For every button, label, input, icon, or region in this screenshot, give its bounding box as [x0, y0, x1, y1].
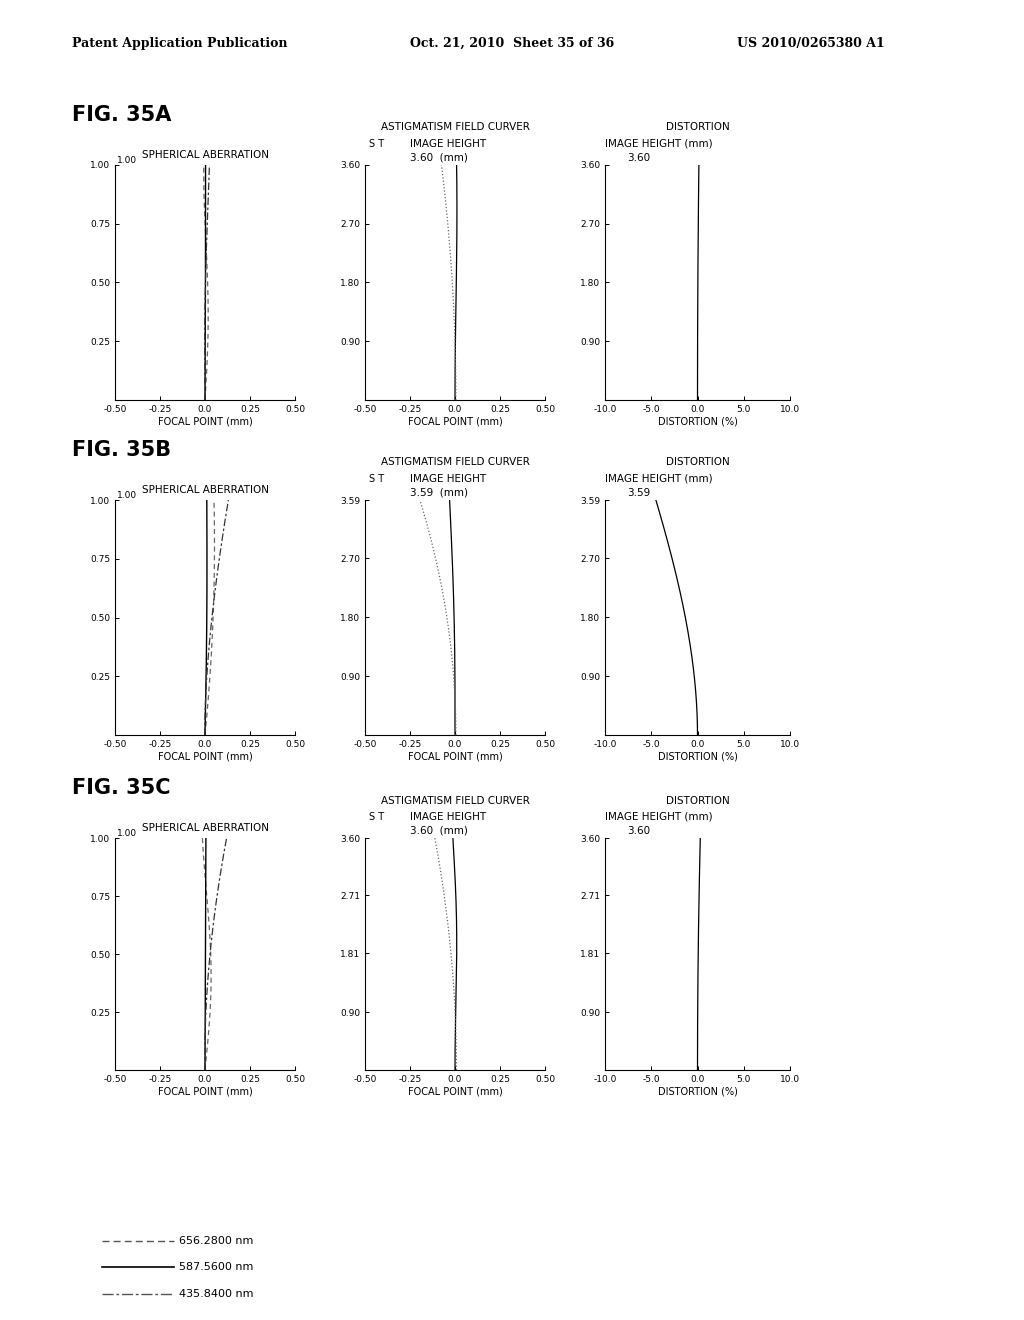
Text: IMAGE HEIGHT (mm): IMAGE HEIGHT (mm) [605, 139, 713, 149]
Text: 587.5600 nm: 587.5600 nm [179, 1262, 254, 1272]
Text: 656.2800 nm: 656.2800 nm [179, 1236, 254, 1246]
Text: S T: S T [369, 812, 384, 822]
Text: 3.60  (mm): 3.60 (mm) [410, 153, 468, 162]
X-axis label: FOCAL POINT (mm): FOCAL POINT (mm) [408, 1086, 503, 1097]
Text: FIG. 35C: FIG. 35C [72, 779, 170, 799]
Text: 1.00: 1.00 [117, 491, 137, 500]
Text: Oct. 21, 2010  Sheet 35 of 36: Oct. 21, 2010 Sheet 35 of 36 [410, 37, 613, 50]
Text: 3.60: 3.60 [627, 826, 650, 836]
Text: IMAGE HEIGHT (mm): IMAGE HEIGHT (mm) [605, 812, 713, 822]
Text: S T: S T [369, 474, 384, 483]
Text: 3.59  (mm): 3.59 (mm) [410, 487, 468, 498]
Text: FIG. 35A: FIG. 35A [72, 106, 171, 125]
Text: US 2010/0265380 A1: US 2010/0265380 A1 [737, 37, 885, 50]
X-axis label: FOCAL POINT (mm): FOCAL POINT (mm) [158, 751, 252, 762]
X-axis label: FOCAL POINT (mm): FOCAL POINT (mm) [408, 751, 503, 762]
X-axis label: FOCAL POINT (mm): FOCAL POINT (mm) [408, 417, 503, 426]
Text: SPHERICAL ABERRATION: SPHERICAL ABERRATION [141, 486, 268, 495]
Text: ASTIGMATISM FIELD CURVER: ASTIGMATISM FIELD CURVER [381, 796, 529, 805]
Text: ASTIGMATISM FIELD CURVER: ASTIGMATISM FIELD CURVER [381, 457, 529, 467]
Text: IMAGE HEIGHT: IMAGE HEIGHT [410, 812, 486, 822]
Text: IMAGE HEIGHT (mm): IMAGE HEIGHT (mm) [605, 474, 713, 483]
Text: 3.60  (mm): 3.60 (mm) [410, 826, 468, 836]
Text: IMAGE HEIGHT: IMAGE HEIGHT [410, 474, 486, 483]
X-axis label: FOCAL POINT (mm): FOCAL POINT (mm) [158, 1086, 252, 1097]
Text: ASTIGMATISM FIELD CURVER: ASTIGMATISM FIELD CURVER [381, 121, 529, 132]
Text: Patent Application Publication: Patent Application Publication [72, 37, 287, 50]
Text: SPHERICAL ABERRATION: SPHERICAL ABERRATION [141, 150, 268, 160]
Text: 3.59: 3.59 [627, 487, 650, 498]
Text: SPHERICAL ABERRATION: SPHERICAL ABERRATION [141, 824, 268, 833]
Text: 1.00: 1.00 [117, 156, 137, 165]
X-axis label: FOCAL POINT (mm): FOCAL POINT (mm) [158, 417, 252, 426]
Text: DISTORTION: DISTORTION [666, 796, 729, 805]
Text: 1.00: 1.00 [117, 829, 137, 838]
Text: DISTORTION: DISTORTION [666, 121, 729, 132]
X-axis label: DISTORTION (%): DISTORTION (%) [657, 417, 737, 426]
Text: FIG. 35B: FIG. 35B [72, 441, 171, 461]
X-axis label: DISTORTION (%): DISTORTION (%) [657, 751, 737, 762]
Text: IMAGE HEIGHT: IMAGE HEIGHT [410, 139, 486, 149]
Text: S T: S T [369, 139, 384, 149]
Text: 3.60: 3.60 [627, 153, 650, 162]
Text: 435.8400 nm: 435.8400 nm [179, 1288, 254, 1299]
X-axis label: DISTORTION (%): DISTORTION (%) [657, 1086, 737, 1097]
Text: DISTORTION: DISTORTION [666, 457, 729, 467]
